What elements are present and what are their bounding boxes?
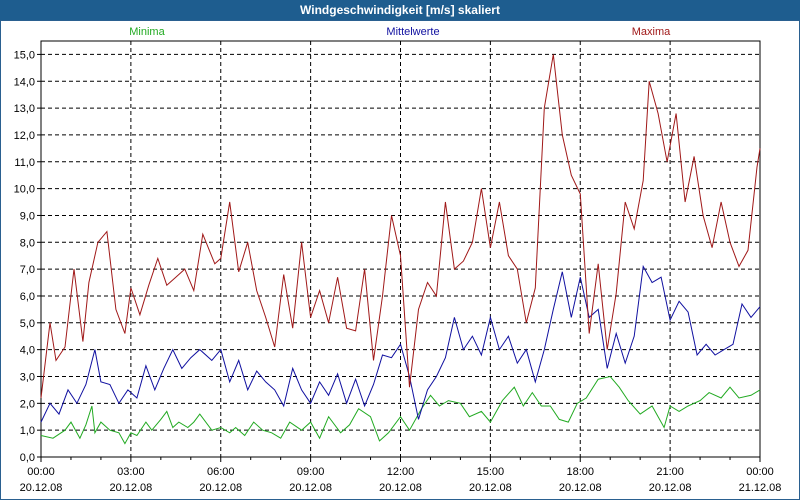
y-tick-label: 2,0 <box>20 398 35 410</box>
x-tick-label-time: 12:00 <box>387 466 415 478</box>
x-tick-label-date: 20.12.08 <box>20 482 63 494</box>
x-tick-label-date: 20.12.08 <box>199 482 242 494</box>
x-tick-label-date: 20.12.08 <box>379 482 422 494</box>
y-tick-label: 14,0 <box>14 76 35 88</box>
y-tick-label: 13,0 <box>14 103 35 115</box>
chart-canvas: 0,0 1,0 2,0 3,0 4,0 5,0 6,0 7,0 8,0 9,0 10,0 11,0 12… <box>14 26 782 494</box>
x-tick-label-time: 06:00 <box>207 466 235 478</box>
series-maxima-line <box>40 54 761 399</box>
chart-frame: 0,0 1,0 2,0 3,0 4,0 5,0 6,0 7,0 8,0 9,0 10,0 11,0 12… <box>0 20 800 500</box>
y-tick-label: 6,0 <box>20 291 35 303</box>
x-tick-label-time: 15:00 <box>477 466 505 478</box>
x-tick-label-time: 03:00 <box>117 466 145 478</box>
x-tick-label-time: 09:00 <box>297 466 325 478</box>
x-tick-label-time: 18:00 <box>566 466 594 478</box>
y-tick-label: 3,0 <box>20 371 35 383</box>
x-tick-label-date: 20.12.08 <box>559 482 602 494</box>
chart-title: Windgeschwindigkeit [m/s] skaliert <box>300 3 500 17</box>
title-bar: Windgeschwindigkeit [m/s] skaliert <box>0 0 800 20</box>
x-tick-label-time: 21:00 <box>656 466 684 478</box>
y-tick-label: 8,0 <box>20 237 35 249</box>
y-tick-label: 1,0 <box>20 425 35 437</box>
y-tick-label: 4,0 <box>20 345 35 357</box>
y-tick-label: 10,0 <box>14 184 35 196</box>
series-minima-line <box>40 375 761 445</box>
x-tick-label-date: 20.12.08 <box>649 482 692 494</box>
legend-mittelwerte: Mittelwerte <box>386 26 439 38</box>
x-tick-label-date: 20.12.08 <box>109 482 152 494</box>
x-tick-label-date: 20.12.08 <box>289 482 332 494</box>
y-tick-label: 7,0 <box>20 264 35 276</box>
x-tick-label-time: 00:00 <box>746 466 774 478</box>
legend-minima: Minima <box>129 26 165 38</box>
y-tick-label: 0,0 <box>20 452 35 464</box>
legend-maxima: Maxima <box>632 26 671 38</box>
y-tick-label: 9,0 <box>20 210 35 222</box>
y-tick-label: 12,0 <box>14 130 35 142</box>
y-tick-label: 5,0 <box>20 318 35 330</box>
x-tick-label-time: 00:00 <box>27 466 55 478</box>
x-tick-label-date: 20.12.08 <box>469 482 512 494</box>
series-mittelwerte-line <box>40 264 761 423</box>
x-tick-label-date: 21.12.08 <box>739 482 782 494</box>
y-tick-label: 15,0 <box>14 49 35 61</box>
y-tick-label: 11,0 <box>14 157 35 169</box>
